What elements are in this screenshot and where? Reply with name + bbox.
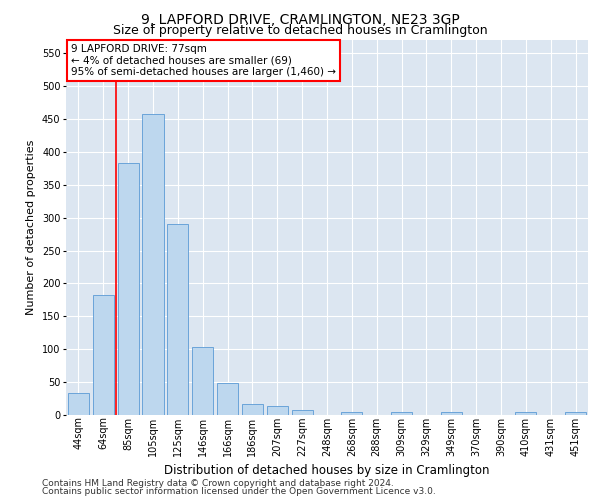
Bar bbox=[242, 404, 263, 415]
Bar bbox=[391, 412, 412, 415]
Bar bbox=[515, 412, 536, 415]
Bar bbox=[565, 412, 586, 415]
Bar bbox=[441, 412, 462, 415]
Bar bbox=[217, 384, 238, 415]
Bar bbox=[192, 347, 213, 415]
Text: Contains public sector information licensed under the Open Government Licence v3: Contains public sector information licen… bbox=[42, 487, 436, 496]
Text: 9 LAPFORD DRIVE: 77sqm
← 4% of detached houses are smaller (69)
95% of semi-deta: 9 LAPFORD DRIVE: 77sqm ← 4% of detached … bbox=[71, 44, 336, 77]
Text: 9, LAPFORD DRIVE, CRAMLINGTON, NE23 3GP: 9, LAPFORD DRIVE, CRAMLINGTON, NE23 3GP bbox=[140, 12, 460, 26]
Bar bbox=[142, 114, 164, 415]
Bar bbox=[93, 294, 114, 415]
Bar bbox=[167, 224, 188, 415]
Text: Contains HM Land Registry data © Crown copyright and database right 2024.: Contains HM Land Registry data © Crown c… bbox=[42, 478, 394, 488]
Bar bbox=[341, 412, 362, 415]
Y-axis label: Number of detached properties: Number of detached properties bbox=[26, 140, 36, 315]
Text: Size of property relative to detached houses in Cramlington: Size of property relative to detached ho… bbox=[113, 24, 487, 37]
Bar bbox=[292, 410, 313, 415]
Bar bbox=[267, 406, 288, 415]
Bar bbox=[118, 163, 139, 415]
Bar bbox=[68, 394, 89, 415]
X-axis label: Distribution of detached houses by size in Cramlington: Distribution of detached houses by size … bbox=[164, 464, 490, 477]
